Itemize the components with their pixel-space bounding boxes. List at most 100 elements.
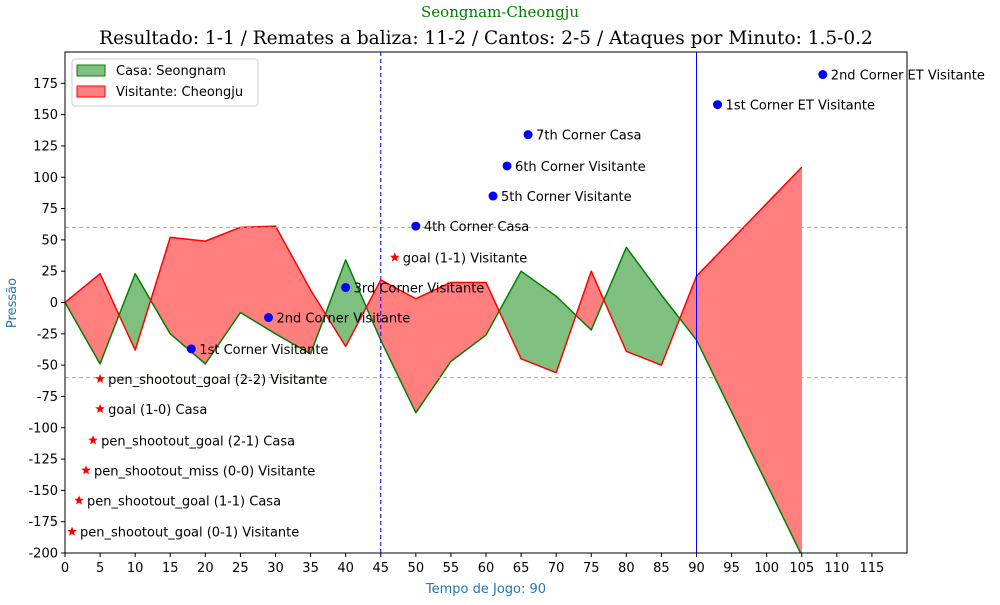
x-tick-label: 110: [824, 561, 849, 576]
home-pressure-fill: [498, 271, 522, 359]
home-pressure-fill: [661, 294, 681, 366]
away-pressure-fill: [696, 166, 803, 553]
y-tick-label: 50: [41, 233, 58, 248]
corner-label: 1st Corner ET Visitante: [726, 99, 875, 114]
y-tick-label: -150: [28, 484, 58, 499]
corner-marker: [818, 70, 828, 80]
x-tick-label: 10: [127, 561, 144, 576]
corner-label: 7th Corner Casa: [536, 129, 641, 144]
y-tick-label: 125: [33, 139, 58, 154]
goal-label: pen_shootout_goal (2-2) Visitante: [108, 373, 327, 388]
x-axis-label: Tempo de Jogo: 90: [425, 582, 546, 597]
away-pressure-fill: [150, 237, 171, 335]
corner-marker: [713, 100, 723, 110]
legend-label: Casa: Seongnam: [116, 64, 226, 79]
y-tick-label: -75: [37, 390, 58, 405]
x-tick-label: 105: [789, 561, 814, 576]
y-tick-label: -25: [37, 327, 58, 342]
x-tick-label: 40: [337, 561, 354, 576]
x-tick-label: 60: [478, 561, 495, 576]
goal-label: pen_shootout_goal (0-1) Visitante: [80, 526, 299, 541]
x-tick-label: 15: [162, 561, 179, 576]
legend-label: Visitante: Cheongju: [116, 85, 243, 100]
x-tick-label: 20: [197, 561, 214, 576]
y-tick-label: -50: [37, 359, 58, 374]
y-tick-label: 75: [41, 202, 58, 217]
home-pressure-fill: [555, 295, 577, 373]
home-pressure-fill: [345, 259, 367, 347]
corner-label: 1st Corner Visitante: [199, 343, 328, 358]
corner-marker: [341, 282, 351, 292]
away-pressure-fill: [380, 279, 417, 413]
home-pressure-fill: [118, 273, 136, 351]
y-tick-label: 175: [33, 77, 58, 92]
home-pressure-fill: [134, 272, 151, 351]
home-pressure-line: [65, 246, 802, 553]
away-pressure-line: [65, 166, 803, 374]
corner-label: 4th Corner Casa: [424, 220, 529, 235]
y-tick-label: 100: [33, 171, 58, 186]
goal-marker: [81, 465, 91, 475]
legend-box: [71, 58, 259, 107]
x-tick-label: 0: [61, 561, 69, 576]
corner-label: 3rd Corner Visitante: [354, 281, 485, 296]
x-tick-label: 25: [232, 561, 249, 576]
x-tick-label: 80: [618, 561, 635, 576]
goal-label: pen_shootout_goal (2-1) Casa: [101, 434, 295, 449]
goal-marker: [67, 526, 77, 536]
x-tick-label: 70: [548, 561, 565, 576]
x-tick-label: 65: [513, 561, 530, 576]
corner-marker: [411, 221, 421, 231]
goal-marker: [390, 252, 400, 262]
x-tick-label: 100: [754, 561, 779, 576]
goal-marker: [95, 403, 105, 414]
y-tick-label: -125: [28, 453, 58, 468]
legend: Casa: Seongnam Visitante: Cheongju: [71, 58, 259, 107]
goal-marker: [95, 373, 105, 383]
x-tick-label: 95: [723, 561, 740, 576]
x-tick-label: 90: [688, 561, 705, 576]
x-tick-label: 55: [443, 561, 460, 576]
x-tick-label: 50: [408, 561, 425, 576]
goal-label: goal (1-1) Visitante: [403, 251, 527, 266]
away-pressure-fill: [485, 282, 500, 336]
goal-marker: [74, 495, 84, 505]
corner-label: 2nd Corner Visitante: [276, 312, 410, 327]
x-tick-label: 45: [372, 561, 389, 576]
home-pressure-fill: [325, 259, 346, 348]
y-tick-label: 150: [33, 108, 58, 123]
goal-label: pen_shootout_miss (0-0) Visitante: [94, 464, 315, 479]
legend-swatch: [76, 85, 106, 98]
y-tick-label: 25: [41, 265, 58, 280]
plot-area: 1st Corner Visitante 2nd Corner Visitante…: [28, 51, 985, 576]
corner-marker: [502, 161, 512, 171]
home-pressure-fill: [626, 246, 662, 366]
y-tick-label: -100: [28, 421, 58, 436]
x-tick-label: 85: [653, 561, 670, 576]
x-tick-label: 35: [302, 561, 319, 576]
chart-supertitle: Seongnam-Cheongju: [421, 3, 579, 21]
x-tick-label: 30: [267, 561, 284, 576]
y-tick-label: -200: [28, 547, 58, 562]
corner-marker: [263, 313, 273, 323]
away-pressure-fill: [415, 281, 452, 414]
y-axis-label: Pressão: [5, 278, 20, 328]
goal-marker: [88, 435, 98, 445]
corner-marker: [186, 344, 196, 354]
x-tick-label: 5: [96, 561, 104, 576]
y-tick-label: -175: [28, 515, 58, 530]
corner-label: 6th Corner Visitante: [515, 160, 646, 175]
home-pressure-fill: [520, 270, 557, 374]
goal-label: goal (1-0) Casa: [108, 403, 207, 418]
away-pressure-fill: [590, 271, 605, 331]
home-pressure-fill: [603, 247, 627, 352]
corner-marker: [488, 191, 498, 201]
away-pressure-fill: [99, 273, 120, 364]
corner-label: 5th Corner Visitante: [501, 190, 632, 205]
x-tick-label: 75: [583, 561, 600, 576]
away-pressure-fill: [275, 225, 311, 355]
corner-label: 2nd Corner ET Visitante: [831, 69, 985, 84]
chart-title: Resultado: 1-1 / Remates a baliza: 11-2 …: [99, 28, 873, 49]
